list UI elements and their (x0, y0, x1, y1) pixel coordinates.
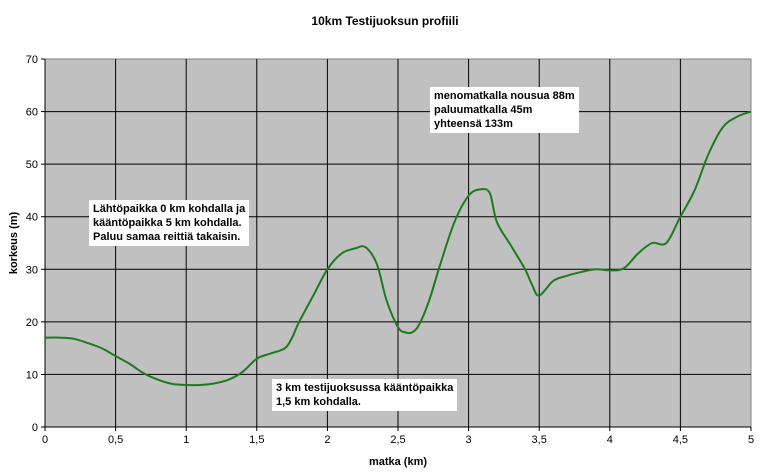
y-tick-label: 60 (26, 107, 38, 119)
elevation-line (44, 110, 752, 387)
x-tick-label: 5 (748, 434, 754, 446)
start-annotation: Lähtöpaikka 0 km kohdalla ja kääntöpaikk… (89, 200, 250, 246)
x-tick-label: 3 (466, 434, 472, 446)
x-tick-label: 4,5 (673, 434, 688, 446)
y-tick-label: 70 (26, 54, 38, 66)
x-tick-label: 3,5 (532, 434, 547, 446)
chart-title: 10km Testijuoksun profiili (311, 14, 458, 28)
y-tick-label: 50 (26, 159, 38, 171)
y-tick-label: 40 (26, 212, 38, 224)
y-tick-label: 0 (32, 422, 38, 434)
x-tick-label: 4 (607, 434, 613, 446)
y-tick-label: 10 (26, 369, 38, 381)
x-axis-label: matka (km) (369, 456, 427, 468)
ascent-annotation: menomatkalla nousua 88m paluumatkalla 45… (430, 87, 579, 133)
x-tick-label: 2 (324, 434, 330, 446)
y-tick-label: 20 (26, 317, 38, 329)
y-tick-label: 30 (26, 264, 38, 276)
x-tick-label: 1,5 (249, 434, 264, 446)
y-axis-label: korkeus (m) (8, 211, 20, 274)
x-tick-label: 1 (183, 434, 189, 446)
x-tick-label: 0 (42, 434, 48, 446)
x-tick-label: 0,5 (108, 434, 123, 446)
turn-annotation: 3 km testijuoksussa kääntöpaikka 1,5 km … (272, 379, 458, 411)
x-tick-label: 2,5 (390, 434, 405, 446)
